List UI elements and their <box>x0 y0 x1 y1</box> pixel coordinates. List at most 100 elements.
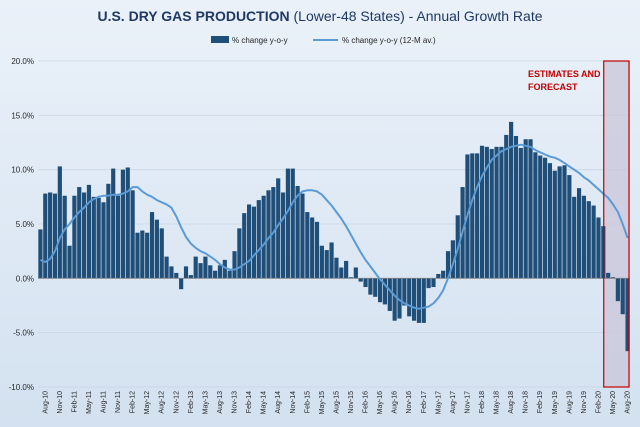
bar <box>251 206 257 279</box>
bar <box>130 190 135 279</box>
bar <box>290 168 295 279</box>
annotation-text: FORECAST <box>528 82 578 92</box>
bar <box>77 187 82 279</box>
bar <box>43 193 48 279</box>
bar <box>305 212 310 279</box>
annotation-text: ESTIMATES AND <box>528 69 601 79</box>
bar <box>484 146 489 279</box>
x-tick-label: Nov-12 <box>173 391 180 414</box>
bar <box>426 278 431 289</box>
bar <box>82 192 87 279</box>
gridlines <box>38 60 630 388</box>
bar <box>475 153 480 279</box>
bar <box>208 265 213 279</box>
bar <box>581 195 586 279</box>
x-tick-label: Aug-14 <box>275 391 282 414</box>
bar <box>198 263 203 279</box>
bar <box>353 267 358 279</box>
x-tick-label: Feb-12 <box>130 391 137 413</box>
bar <box>441 270 446 279</box>
bar <box>324 250 329 279</box>
bar <box>610 277 616 279</box>
bar <box>479 145 485 279</box>
bar <box>470 153 475 279</box>
bar <box>402 278 407 306</box>
x-tick-label: Feb-14 <box>246 391 253 413</box>
bar <box>450 240 455 279</box>
x-tick-label: Aug-10 <box>42 391 49 414</box>
bar <box>154 219 159 279</box>
bar <box>38 229 43 279</box>
bar <box>509 121 514 279</box>
x-tick-label: Feb-20 <box>595 391 602 413</box>
y-tick-label: 15.0% <box>11 111 34 120</box>
bar <box>149 212 155 279</box>
bar <box>494 146 499 279</box>
bar <box>237 228 242 279</box>
bar <box>86 184 92 279</box>
x-tick-label: Aug-12 <box>159 391 166 414</box>
x-tick-label: Nov-10 <box>57 391 64 414</box>
bar <box>562 165 567 279</box>
x-tick-label: May-17 <box>435 391 442 414</box>
y-tick-label: 0.0% <box>16 274 34 283</box>
x-tick-label: Nov-19 <box>581 391 588 414</box>
x-tick-label: Feb-17 <box>421 391 428 413</box>
bar <box>339 267 344 279</box>
bar <box>203 256 208 279</box>
bar <box>586 201 591 279</box>
bar <box>319 245 324 279</box>
bar <box>547 163 553 279</box>
bar <box>615 278 620 302</box>
bar <box>183 266 189 279</box>
x-tick-label: May-16 <box>377 391 384 414</box>
x-tick-label: May-15 <box>319 391 326 414</box>
x-tick-label: Feb-15 <box>304 391 311 413</box>
y-tick-label: -10.0% <box>9 383 34 392</box>
bar <box>334 257 339 279</box>
bar <box>387 278 392 311</box>
bar <box>620 278 625 315</box>
bar <box>246 204 252 279</box>
bar <box>57 166 62 279</box>
x-tick-label: Feb-16 <box>363 391 370 413</box>
line-series <box>40 143 629 310</box>
bar <box>411 278 417 321</box>
bar <box>232 251 237 279</box>
x-tick-label: Aug-11 <box>101 391 108 413</box>
x-tick-label: Nov-17 <box>464 391 471 414</box>
bar <box>213 270 218 279</box>
bar <box>96 197 101 279</box>
average-line <box>40 143 629 310</box>
bar <box>111 168 116 279</box>
y-tick-label: 10.0% <box>11 166 34 175</box>
bar <box>513 135 519 279</box>
bar <box>261 195 266 279</box>
bar <box>67 245 72 279</box>
chart-title-rest: (Lower-48 States) - Annual Growth Rate <box>290 8 543 24</box>
bar <box>576 188 582 279</box>
y-tick-label: 5.0% <box>16 220 34 229</box>
bar <box>164 256 169 279</box>
x-tick-label: Aug-19 <box>566 391 573 414</box>
x-tick-label: Nov-13 <box>232 391 239 414</box>
bar <box>101 202 106 279</box>
bar <box>421 278 426 323</box>
bar <box>596 217 601 279</box>
bar <box>135 232 140 279</box>
bar <box>557 166 562 279</box>
bar <box>48 192 53 279</box>
x-tick-label: Aug-18 <box>508 391 515 414</box>
bar <box>567 175 572 279</box>
bar <box>382 278 388 305</box>
bar <box>179 278 184 290</box>
bar <box>193 256 198 279</box>
x-tick-label: Feb-13 <box>188 391 195 413</box>
y-tick-label: 20.0% <box>11 57 34 66</box>
chart-title-bold: U.S. DRY GAS PRODUCTION <box>97 8 289 24</box>
bar <box>72 195 77 279</box>
bar <box>62 195 67 279</box>
x-tick-label: May-20 <box>610 391 617 414</box>
x-tick-label: Feb-18 <box>479 391 486 413</box>
